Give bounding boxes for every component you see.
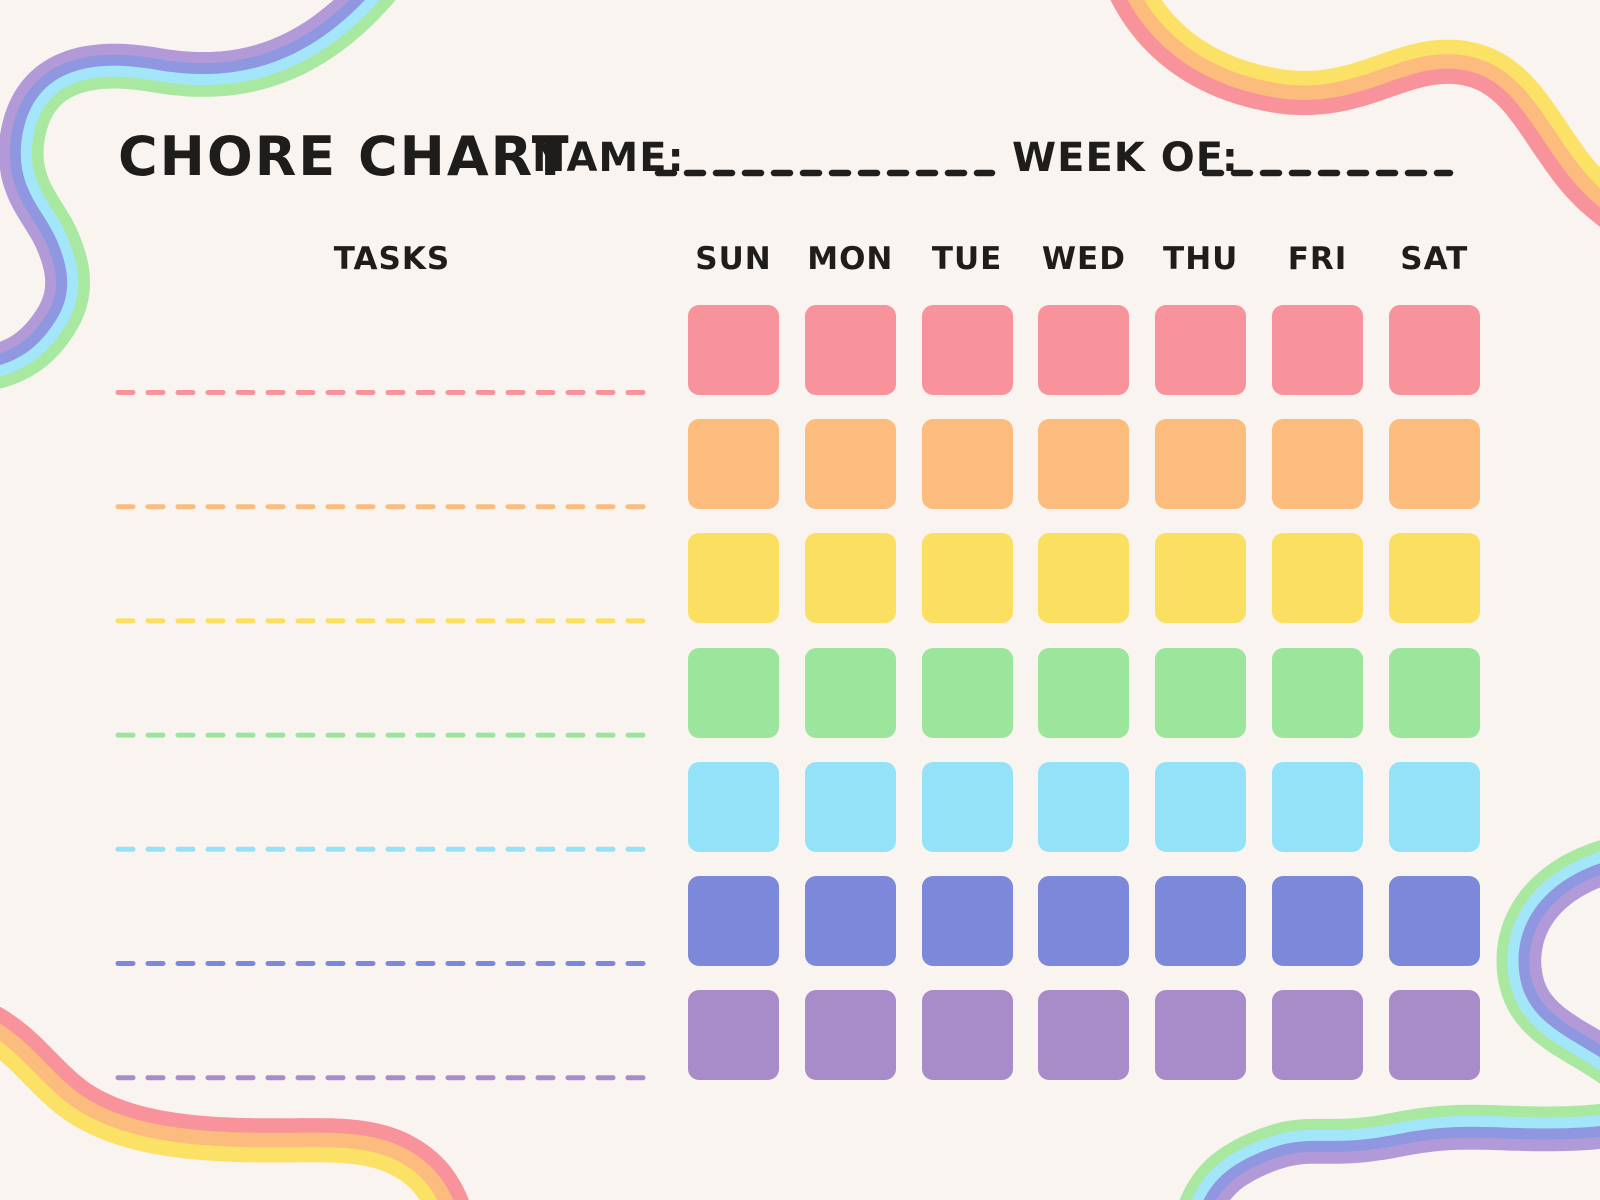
ribbon-stripe [1143, 0, 1600, 190]
ribbon-stripe [0, 1006, 469, 1200]
day-checkbox-cell-mon-task5[interactable] [804, 761, 896, 852]
day-checkbox-cell-sun-task2[interactable] [688, 419, 779, 510]
day-checkbox-cell-wed-task1[interactable] [1038, 305, 1130, 395]
ribbon-stripe [0, 0, 382, 378]
day-checkbox-cell-sat-task6[interactable] [1388, 876, 1480, 966]
ribbon-stripe [0, 0, 351, 355]
bottom-left-rainbow-ribbon [0, 1006, 469, 1200]
ribbon-stripe [0, 1023, 454, 1200]
day-header-mon: MON [807, 241, 894, 277]
day-checkbox-cell-tue-task2[interactable] [921, 419, 1013, 510]
day-checkbox-cell-fri-task7[interactable] [1272, 990, 1363, 1081]
day-checkbox-cell-fri-task2[interactable] [1272, 419, 1363, 510]
day-checkbox-cell-sat-task2[interactable] [1388, 419, 1480, 510]
ribbon-stripe [1126, 0, 1600, 209]
week-of-label: WEEK OF: [1012, 135, 1239, 181]
day-checkbox-cell-sun-task4[interactable] [688, 647, 779, 738]
day-checkbox-cell-thu-task3[interactable] [1155, 533, 1247, 624]
day-checkbox-cell-sun-task5[interactable] [688, 761, 779, 852]
day-checkbox-cell-tue-task5[interactable] [921, 761, 1013, 852]
ribbon-stripe [1203, 863, 1600, 1200]
day-checkbox-cell-fri-task3[interactable] [1272, 533, 1363, 624]
day-checkbox-cell-sun-task3[interactable] [688, 533, 779, 624]
day-checkbox-cell-tue-task1[interactable] [921, 305, 1013, 395]
day-checkbox-cell-mon-task6[interactable] [804, 876, 896, 966]
day-checkbox-cell-fri-task5[interactable] [1272, 761, 1363, 852]
day-checkbox-cell-thu-task1[interactable] [1155, 305, 1247, 395]
day-checkbox-cell-sun-task6[interactable] [688, 876, 779, 966]
day-checkbox-cell-fri-task6[interactable] [1272, 876, 1363, 966]
day-checkbox-cell-thu-task7[interactable] [1155, 990, 1247, 1081]
tasks-column-header: TASKS [333, 241, 451, 277]
ribbon-stripe [0, 0, 367, 366]
day-checkbox-cell-tue-task3[interactable] [921, 533, 1013, 624]
day-checkbox-cell-sun-task1[interactable] [688, 305, 779, 395]
day-checkbox-cell-sat-task4[interactable] [1388, 647, 1480, 738]
day-checkbox-cell-sat-task7[interactable] [1388, 990, 1480, 1081]
day-checkbox-cell-thu-task2[interactable] [1155, 419, 1247, 510]
top-right-rainbow-ribbon [1110, 0, 1600, 227]
day-checkbox-cell-wed-task6[interactable] [1038, 876, 1130, 966]
day-checkbox-cell-sun-task7[interactable] [688, 990, 779, 1081]
day-checkbox-cell-wed-task4[interactable] [1038, 647, 1130, 738]
day-checkbox-cell-mon-task7[interactable] [804, 990, 896, 1081]
day-header-tue: TUE [931, 241, 1003, 277]
day-checkbox-cell-wed-task7[interactable] [1038, 990, 1130, 1081]
ribbon-stripe [1216, 874, 1600, 1200]
day-header-sat: SAT [1400, 241, 1469, 277]
day-checkbox-cell-fri-task4[interactable] [1272, 647, 1363, 738]
day-checkbox-cell-thu-task6[interactable] [1155, 876, 1247, 966]
page-title: CHORE CHART [118, 125, 571, 188]
bottom-right-rainbow-ribbon [1179, 840, 1600, 1200]
ribbon-stripe [1191, 851, 1600, 1200]
day-checkbox-cell-mon-task1[interactable] [804, 305, 896, 395]
day-checkbox-cell-fri-task1[interactable] [1272, 305, 1363, 395]
day-checkbox-cell-tue-task4[interactable] [921, 647, 1013, 738]
day-checkbox-cell-mon-task3[interactable] [804, 533, 896, 624]
ribbon-stripe [0, 0, 396, 389]
day-checkbox-cell-wed-task3[interactable] [1038, 533, 1130, 624]
top-left-rainbow-ribbon [0, 0, 396, 389]
day-checkbox-cell-sat-task3[interactable] [1388, 533, 1480, 624]
day-checkbox-cell-mon-task4[interactable] [804, 647, 896, 738]
day-header-fri: FRI [1287, 241, 1348, 277]
ribbon-stripe [1179, 840, 1600, 1200]
day-checkbox-cell-wed-task2[interactable] [1038, 419, 1130, 510]
ribbon-stripe [1110, 0, 1600, 227]
name-label: NAME: [532, 135, 685, 181]
day-header-wed: WED [1041, 241, 1126, 277]
ribbon-stripe [0, 1041, 438, 1200]
day-checkbox-cell-sat-task1[interactable] [1388, 305, 1480, 395]
day-checkbox-cell-wed-task5[interactable] [1038, 761, 1130, 852]
day-header-sun: SUN [695, 241, 772, 277]
day-header-thu: THU [1163, 241, 1239, 277]
day-checkbox-cell-tue-task7[interactable] [921, 990, 1013, 1081]
day-checkbox-cell-thu-task5[interactable] [1155, 761, 1247, 852]
day-checkbox-cell-thu-task4[interactable] [1155, 647, 1247, 738]
day-checkbox-cell-sat-task5[interactable] [1388, 761, 1480, 852]
day-checkbox-cell-mon-task2[interactable] [804, 419, 896, 510]
day-checkbox-cell-tue-task6[interactable] [921, 876, 1013, 966]
